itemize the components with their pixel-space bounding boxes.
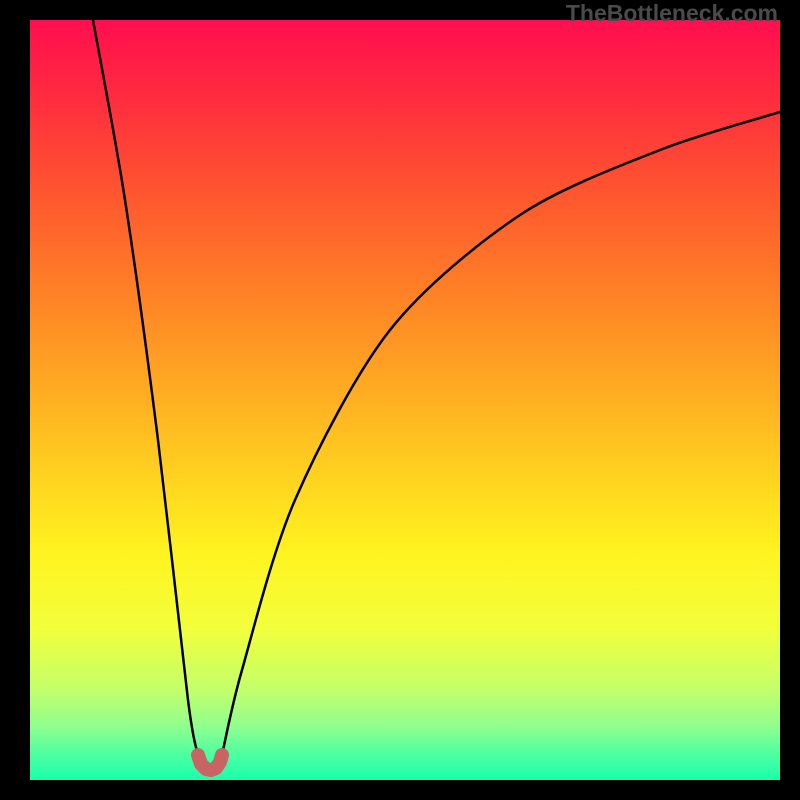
chart-frame: TheBottleneck.com [0,0,800,800]
curve-bottom-u [198,755,222,770]
plot-area [30,20,780,780]
curve-right-branch [222,112,780,755]
curve-left-branch [93,20,198,755]
curve-layer [30,20,780,780]
watermark-text: TheBottleneck.com [566,0,778,27]
